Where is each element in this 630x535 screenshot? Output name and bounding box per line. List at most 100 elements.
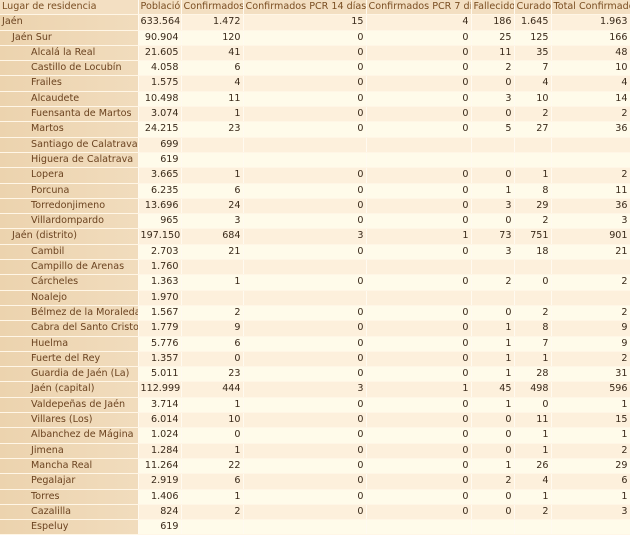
cell-curados: 26 [514, 458, 552, 475]
cell-total-confirmados: 901 [551, 228, 630, 245]
row-label[interactable]: Espeluy [0, 519, 139, 535]
cell-fallecidos: 1 [471, 183, 515, 199]
cell-confirmados-pcr: 6 [181, 473, 244, 490]
cell-total-confirmados: 15 [551, 412, 630, 429]
cell-confirmados-pcr-7-dias: 0 [366, 504, 472, 521]
cell-confirmados-pcr-14-dias: 0 [243, 121, 367, 138]
row-label[interactable]: Martos [0, 121, 139, 138]
table-row: Alcaudete 10.498 11 0 0 3 10 14 [0, 91, 630, 108]
cell-poblacion: 24.215 [138, 121, 182, 138]
table-row: Higuera de Calatrava 619 [0, 152, 630, 169]
row-label[interactable]: Frailes [0, 75, 139, 92]
cell-total-confirmados: 14 [551, 91, 630, 108]
row-label[interactable]: Torres [0, 489, 139, 505]
cell-confirmados-pcr: 0 [181, 427, 244, 444]
column-header-confirmados-pcr-7-dias[interactable]: Confirmados PCR 7 días [366, 0, 472, 16]
row-label[interactable]: Jaén Sur [0, 30, 139, 46]
cell-poblacion: 1.970 [138, 290, 182, 306]
table-row: Jaén 633.564 1.472 15 4 186 1.645 1.963 [0, 14, 630, 31]
row-label[interactable]: Torredonjimeno [0, 198, 139, 215]
row-label[interactable]: Porcuna [0, 183, 139, 199]
cell-confirmados-pcr-14-dias: 0 [243, 75, 367, 92]
cell-curados: 1 [514, 167, 552, 184]
row-label[interactable]: Campillo de Arenas [0, 259, 139, 276]
cell-curados: 8 [514, 183, 552, 199]
row-label[interactable]: Albanchez de Mágina [0, 427, 139, 444]
cell-total-confirmados: 2 [551, 167, 630, 184]
row-label[interactable]: Alcaudete [0, 91, 139, 108]
cell-confirmados-pcr-14-dias [243, 137, 367, 153]
cell-poblacion: 699 [138, 137, 182, 153]
table-row: Espeluy 619 [0, 519, 630, 535]
row-label[interactable]: Huelma [0, 336, 139, 352]
row-label[interactable]: Noalejo [0, 290, 139, 306]
cell-fallecidos: 1 [471, 458, 515, 475]
cell-curados [514, 137, 552, 153]
row-label[interactable]: Higuera de Calatrava [0, 152, 139, 169]
table-row: Torres 1.406 1 0 0 0 1 1 [0, 489, 630, 505]
cell-total-confirmados: 1 [551, 489, 630, 505]
row-label[interactable]: Santiago de Calatrava [0, 137, 139, 153]
column-header-confirmados-pcr-14-dias[interactable]: Confirmados PCR 14 días [243, 0, 367, 16]
cell-confirmados-pcr-7-dias: 0 [366, 30, 472, 46]
row-label[interactable]: Jaén (distrito) [0, 228, 139, 245]
cell-curados: 8 [514, 320, 552, 337]
row-label[interactable]: Jimena [0, 443, 139, 459]
row-label[interactable]: Castillo de Locubín [0, 60, 139, 77]
cell-poblacion: 619 [138, 152, 182, 169]
cell-fallecidos [471, 290, 515, 306]
table-row: Pegalajar 2.919 6 0 0 2 4 6 [0, 473, 630, 490]
cell-poblacion: 1.575 [138, 75, 182, 92]
column-header-curados[interactable]: Curados [514, 0, 552, 16]
column-header-poblacion[interactable]: Población [138, 0, 182, 16]
row-label[interactable]: Guardia de Jaén (La) [0, 366, 139, 383]
cell-fallecidos: 5 [471, 121, 515, 138]
row-label[interactable]: Cabra del Santo Cristo [0, 320, 139, 337]
row-label[interactable]: Cazalilla [0, 504, 139, 521]
cell-confirmados-pcr-14-dias: 0 [243, 427, 367, 444]
row-label[interactable]: Cambil [0, 244, 139, 261]
cell-confirmados-pcr-14-dias: 0 [243, 106, 367, 123]
row-label[interactable]: Fuerte del Rey [0, 351, 139, 368]
cell-confirmados-pcr-7-dias: 0 [366, 397, 472, 414]
cell-total-confirmados: 29 [551, 458, 630, 475]
row-label[interactable]: Bélmez de la Moraleda [0, 305, 139, 322]
cell-confirmados-pcr: 23 [181, 366, 244, 383]
cell-curados: 35 [514, 45, 552, 62]
cell-confirmados-pcr: 1 [181, 397, 244, 414]
row-label[interactable]: Mancha Real [0, 458, 139, 475]
row-label[interactable]: Jaén [0, 14, 139, 31]
row-label[interactable]: Fuensanta de Martos [0, 106, 139, 123]
table-row: Martos 24.215 23 0 0 5 27 36 [0, 121, 630, 138]
cell-fallecidos: 2 [471, 274, 515, 291]
row-label[interactable]: Villardompardo [0, 213, 139, 230]
column-header-total-confirmados[interactable]: Total Confirmados [551, 0, 630, 16]
cell-total-confirmados: 596 [551, 381, 630, 398]
cell-fallecidos: 3 [471, 91, 515, 108]
cell-confirmados-pcr-7-dias: 0 [366, 473, 472, 490]
row-label[interactable]: Lopera [0, 167, 139, 184]
column-header-confirmados-pcr[interactable]: Confirmados PCR [181, 0, 244, 16]
cell-confirmados-pcr-14-dias [243, 152, 367, 169]
row-label[interactable]: Pegalajar [0, 473, 139, 490]
cell-confirmados-pcr-14-dias: 0 [243, 45, 367, 62]
row-label[interactable]: Villares (Los) [0, 412, 139, 429]
row-label[interactable]: Cárcheles [0, 274, 139, 291]
row-label[interactable]: Jaén (capital) [0, 381, 139, 398]
table-row: Lopera 3.665 1 0 0 0 1 2 [0, 167, 630, 184]
cell-confirmados-pcr: 0 [181, 351, 244, 368]
table-row: Campillo de Arenas 1.760 [0, 259, 630, 276]
table-row: Jimena 1.284 1 0 0 0 1 2 [0, 443, 630, 459]
cell-poblacion: 3.074 [138, 106, 182, 123]
cell-confirmados-pcr: 24 [181, 198, 244, 215]
column-header-fallecidos[interactable]: Fallecidos [471, 0, 515, 16]
table-body: Jaén 633.564 1.472 15 4 186 1.645 1.963 Jaén Sur… [0, 14, 630, 535]
cell-curados: 7 [514, 60, 552, 77]
table-row: Villardompardo 965 3 0 0 0 2 3 [0, 213, 630, 230]
header-row: Lugar de residenciaPoblaciónConfirmados … [0, 0, 630, 16]
cell-total-confirmados: 2 [551, 274, 630, 291]
column-header-lugar[interactable]: Lugar de residencia [0, 0, 139, 16]
row-label[interactable]: Alcalá la Real [0, 45, 139, 62]
row-label[interactable]: Valdepeñas de Jaén [0, 397, 139, 414]
